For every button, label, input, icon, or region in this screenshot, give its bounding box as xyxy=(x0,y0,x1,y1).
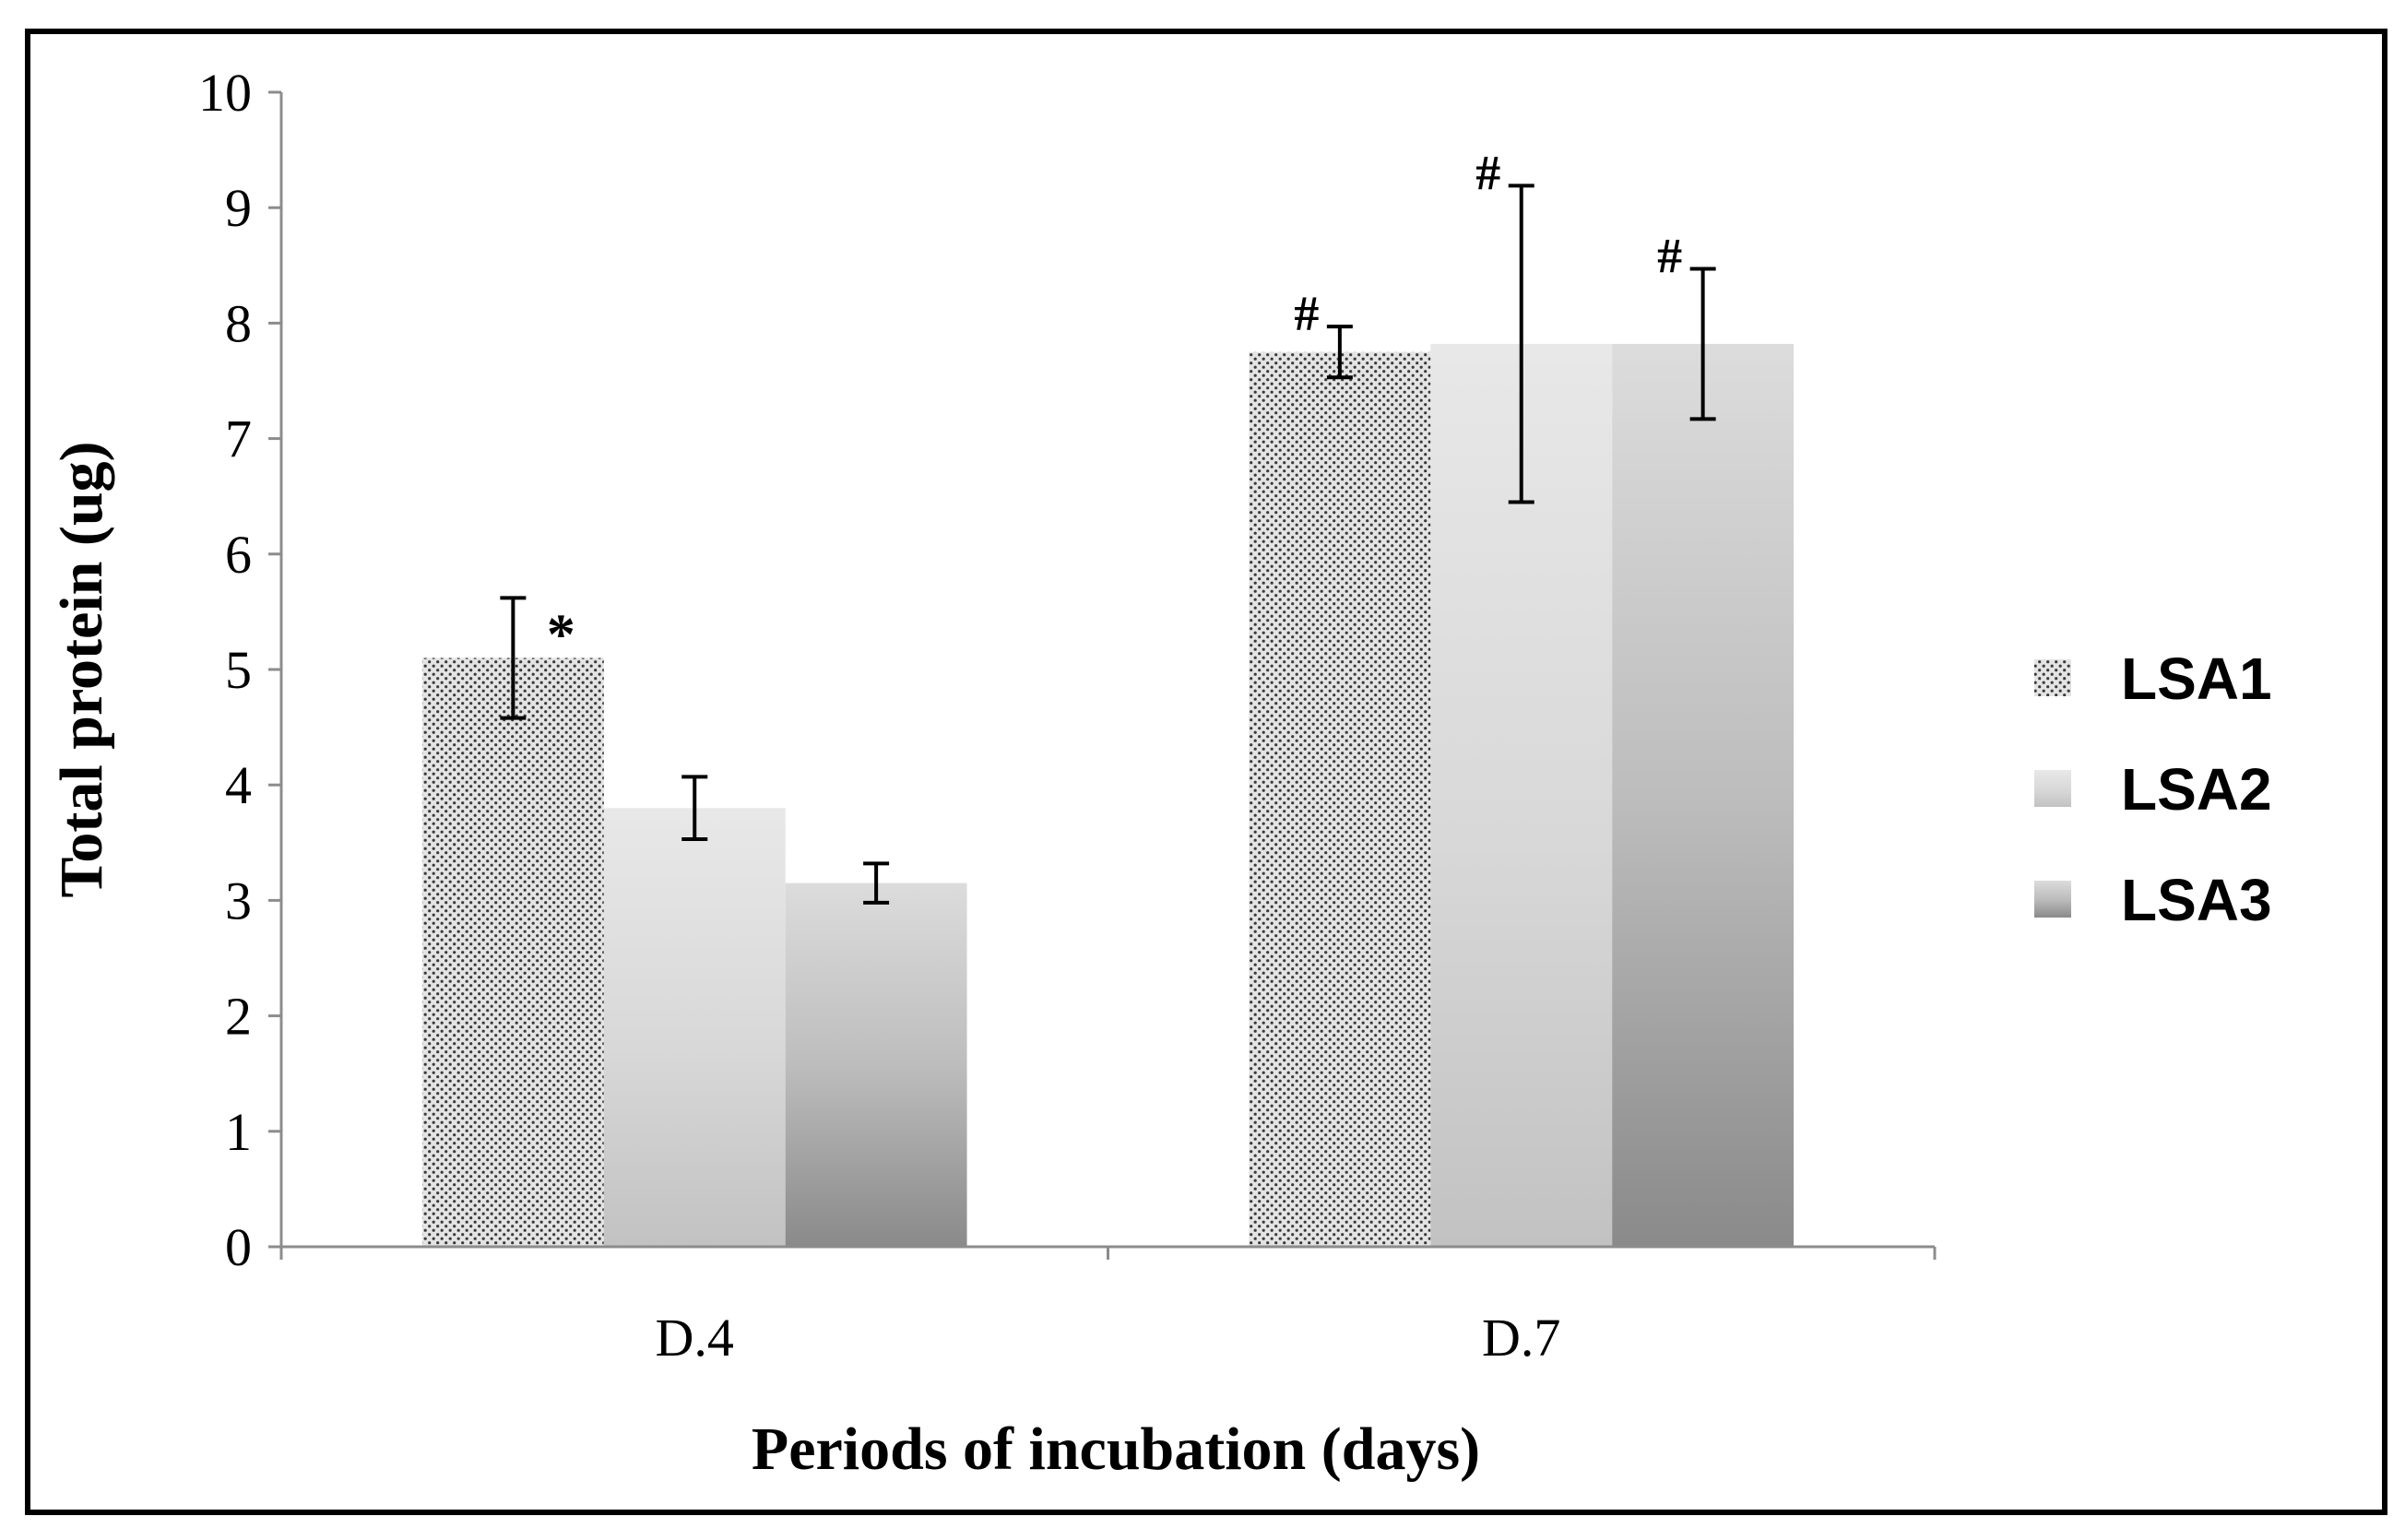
bar-lsa2-d4 xyxy=(603,808,786,1247)
significance-marker: # xyxy=(1475,145,1500,200)
y-tick-label: 9 xyxy=(225,178,252,238)
significance-marker: # xyxy=(1294,286,1319,341)
y-tick-label: 10 xyxy=(198,63,252,123)
x-axis-title: Periods of incubation (days) xyxy=(752,1416,1480,1483)
significance-marker: * xyxy=(547,603,575,666)
x-tick-label: D.4 xyxy=(656,1308,734,1368)
annotations-layer: * # # # xyxy=(547,145,1682,666)
legend-label-lsa3: LSA3 xyxy=(2121,867,2272,933)
bar-lsa3-d7 xyxy=(1612,343,1795,1247)
bar-lsa1-d7 xyxy=(1249,351,1431,1247)
y-tick-label: 0 xyxy=(225,1217,252,1277)
x-tick-label: D.7 xyxy=(1482,1308,1560,1368)
bar-lsa3-d4 xyxy=(785,883,967,1247)
y-axis-title: Total protein (ug) xyxy=(48,441,115,897)
legend-swatch-lsa1 xyxy=(2034,659,2071,696)
error-bars-layer xyxy=(500,184,1716,905)
y-tick-label: 8 xyxy=(225,293,252,353)
y-tick-label: 4 xyxy=(225,755,252,815)
y-tick-label: 1 xyxy=(225,1102,252,1162)
y-ticks-layer: 0 1 2 3 4 5 6 7 8 9 10 xyxy=(198,63,281,1277)
y-tick-label: 6 xyxy=(225,525,252,585)
x-ticks-layer: D.4 D.7 xyxy=(279,1247,1937,1368)
legend-swatch-lsa2 xyxy=(2034,770,2071,807)
legend: LSA1 LSA2 LSA3 xyxy=(2034,646,2272,933)
y-tick-label: 3 xyxy=(225,871,252,930)
legend-swatch-lsa3 xyxy=(2034,881,2071,918)
legend-label-lsa1: LSA1 xyxy=(2121,646,2272,712)
significance-marker: # xyxy=(1657,229,1682,284)
y-tick-label: 7 xyxy=(225,409,252,469)
y-tick-label: 5 xyxy=(225,640,252,700)
figure-border xyxy=(25,29,2387,1515)
bar-lsa1-d4 xyxy=(421,657,604,1247)
legend-label-lsa2: LSA2 xyxy=(2121,756,2272,823)
y-tick-label: 2 xyxy=(225,987,252,1047)
